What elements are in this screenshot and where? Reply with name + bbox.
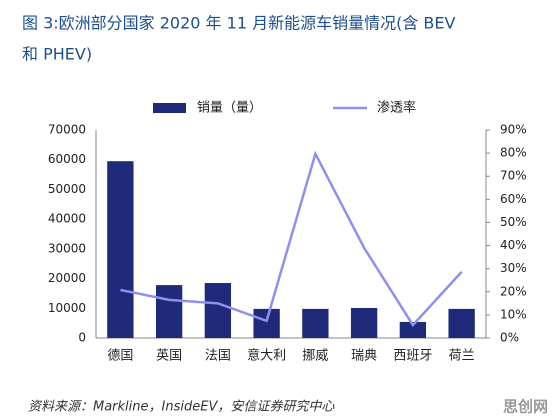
legend-label: 渗透率 <box>377 100 416 116</box>
x-tick-label: 意大利 <box>247 348 286 364</box>
watermark: 思创网 <box>503 398 548 416</box>
y2-tick-label: 70% <box>500 169 527 183</box>
x-tick-label: 荷兰 <box>449 349 475 364</box>
y-tick-label: 0 <box>78 331 86 345</box>
bar <box>399 321 427 338</box>
y-tick-label: 70000 <box>48 123 86 137</box>
y-tick-label: 20000 <box>48 271 86 285</box>
y-tick-label: 10000 <box>48 301 86 315</box>
line <box>120 150 463 328</box>
bar <box>448 308 475 338</box>
y2-tick-label: 30% <box>500 261 527 275</box>
y-tick-label: 30000 <box>48 241 86 255</box>
source: 资料来源：Markline，InsideEV，安信证券研究中心 <box>28 399 335 415</box>
y2-tick-label: 80% <box>500 146 527 160</box>
y2-tick-label: 60% <box>500 192 527 206</box>
x-tick-label: 法国 <box>205 349 231 364</box>
bar <box>302 308 329 338</box>
bar <box>350 307 378 338</box>
y2-tick-label: 90% <box>500 123 527 137</box>
bar <box>155 285 183 338</box>
x-tick-label: 西班牙 <box>393 349 432 364</box>
y2-tick-label: 50% <box>500 215 527 229</box>
bar <box>204 283 232 338</box>
y2-tick-label: 10% <box>500 307 527 321</box>
y-tick-label: 60000 <box>48 152 86 166</box>
y-tick-label: 40000 <box>48 212 86 226</box>
x-tick-label: 德国 <box>107 349 133 364</box>
legend-label: 销量（量） <box>197 101 262 116</box>
y2-tick-label: 40% <box>500 238 527 252</box>
legend-swatch <box>153 103 186 113</box>
y2-tick-label: 0% <box>500 331 519 345</box>
bar <box>107 161 134 338</box>
chart-title: 图 3:欧洲部分国家 2020 年 11 月新能源车销量情况(含 BEV <box>22 14 455 33</box>
x-tick-label: 挪威 <box>302 349 328 364</box>
bar <box>253 308 280 338</box>
x-tick-label: 瑞典 <box>351 349 377 364</box>
chart-title: 和 PHEV) <box>22 45 92 64</box>
y-tick-label: 50000 <box>48 182 86 196</box>
x-tick-label: 英国 <box>156 349 182 364</box>
y2-tick-label: 20% <box>500 284 527 298</box>
